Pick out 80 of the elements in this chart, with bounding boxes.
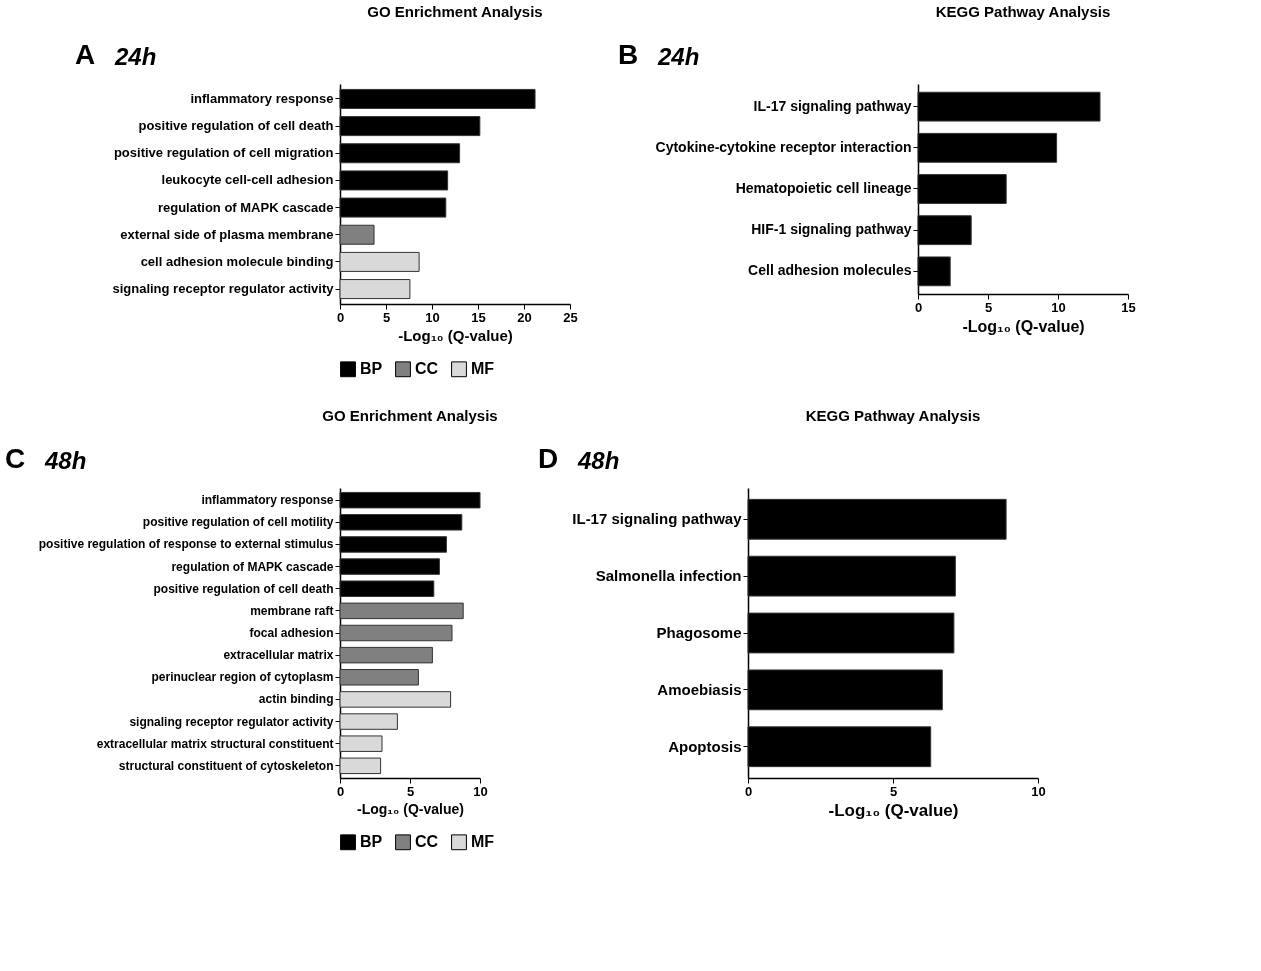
y-tick-label: positive regulation of cell migration — [113, 145, 334, 161]
y-tick-label: inflammatory response — [190, 90, 334, 106]
y-tick-label: Cytokine-cytokine receptor interaction — [655, 138, 912, 155]
x-tick-label: 0 — [336, 309, 345, 325]
bar — [339, 735, 383, 752]
y-tick-label: extracellular matrix — [223, 648, 334, 663]
legend-label: BP — [360, 833, 383, 851]
text: A — [75, 39, 96, 70]
y-tick-label: regulation of MAPK cascade — [157, 199, 334, 215]
bar — [339, 646, 433, 664]
legend-label: CC — [415, 833, 439, 851]
y-tick-label: extracellular matrix structural constituent — [96, 736, 334, 751]
y-tick-label: positive regulation of cell death — [153, 581, 334, 596]
y-tick-label: leukocyte cell-cell adhesion — [161, 172, 334, 188]
text: C — [5, 443, 26, 474]
x-axis-title: -Log₁₀ (Q-value) — [357, 800, 464, 817]
y-tick-label: structural constituent of cytoskeleton — [118, 758, 334, 773]
legend-label: MF — [471, 360, 495, 378]
y-tick-label: positive regulation of cell death — [138, 118, 334, 134]
text: 48h — [44, 447, 87, 474]
text: 24h — [657, 43, 700, 70]
x-axis-title: -Log₁₀ (Q-value) — [962, 317, 1085, 335]
y-tick-label: membrane raft — [250, 603, 334, 618]
y-tick-label: actin binding — [258, 692, 334, 707]
legend-label: BP — [360, 360, 383, 378]
y-tick-label: focal adhesion — [249, 626, 334, 640]
x-tick-label: 15 — [471, 309, 486, 325]
y-tick-label: Amoebiasis — [657, 680, 742, 698]
x-tick-label: 10 — [1031, 783, 1046, 799]
bar — [339, 251, 420, 272]
y-tick-label: external side of plasma membrane — [120, 226, 334, 242]
bar — [339, 757, 382, 775]
legend-label: CC — [415, 360, 439, 378]
x-tick-label: 5 — [984, 299, 993, 315]
x-tick-label: 10 — [425, 309, 440, 325]
chart-title: KEGG Pathway Analysis — [805, 407, 981, 424]
y-tick-label: Phagosome — [656, 624, 742, 641]
x-tick-label: 20 — [517, 309, 532, 325]
x-tick-label: 0 — [336, 783, 345, 799]
chart-title: GO Enrichment Analysis — [322, 407, 498, 424]
x-axis-title: -Log₁₀ (Q-value) — [828, 800, 959, 820]
bar — [339, 602, 464, 620]
text: B — [618, 39, 639, 70]
y-tick-label: HIF-1 signaling pathway — [751, 221, 912, 238]
legend-label: MF — [471, 833, 495, 851]
x-tick-label: 10 — [473, 783, 488, 799]
y-tick-label: IL-17 signaling pathway — [753, 97, 912, 114]
y-tick-label: cell adhesion molecule binding — [140, 253, 334, 269]
text: 24h — [114, 43, 157, 70]
chart-title: KEGG Pathway Analysis — [935, 3, 1111, 20]
y-tick-label: Hematopoietic cell lineage — [735, 180, 912, 196]
x-tick-label: 5 — [382, 309, 391, 325]
y-tick-label: Apoptosis — [668, 737, 742, 755]
bar — [339, 691, 452, 708]
chart-title: GO Enrichment Analysis — [367, 3, 543, 20]
y-tick-label: Salmonella infection — [595, 567, 742, 585]
y-tick-label: IL-17 signaling pathway — [572, 510, 743, 528]
x-axis-title: -Log₁₀ (Q-value) — [398, 326, 513, 344]
text: D — [538, 443, 559, 474]
x-tick-label: 10 — [1051, 299, 1066, 315]
x-tick-label: 0 — [914, 299, 923, 315]
x-tick-label: 15 — [1121, 299, 1136, 315]
y-tick-label: inflammatory response — [201, 493, 334, 508]
y-tick-label: regulation of MAPK cascade — [171, 559, 334, 574]
text: 48h — [577, 447, 620, 474]
x-tick-label: 0 — [744, 783, 753, 799]
bar — [339, 224, 375, 245]
x-tick-label: 5 — [406, 783, 415, 799]
y-tick-label: positive regulation of response to external stimulus — [38, 537, 334, 552]
bar — [339, 624, 453, 642]
x-tick-label: 25 — [563, 309, 578, 325]
y-tick-label: signaling receptor regulator activity — [129, 714, 334, 729]
y-tick-label: signaling receptor regulator activity — [112, 281, 335, 297]
x-tick-label: 5 — [889, 783, 898, 799]
y-tick-label: positive regulation of cell motility — [142, 515, 334, 530]
bar — [339, 669, 419, 686]
bar — [339, 713, 398, 730]
y-tick-label: Cell adhesion molecules — [748, 262, 912, 279]
bar — [339, 279, 411, 300]
y-tick-label: perinuclear region of cytoplasm — [151, 670, 334, 685]
